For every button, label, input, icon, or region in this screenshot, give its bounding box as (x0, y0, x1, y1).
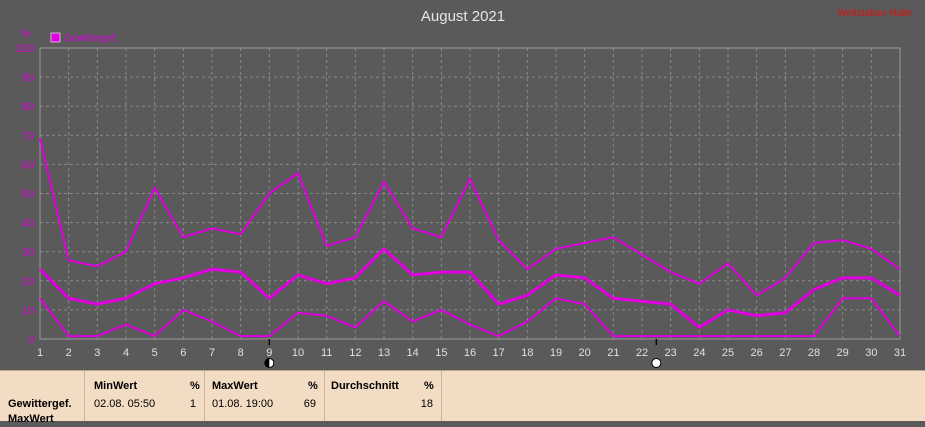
x-tick-label: 20 (579, 347, 591, 359)
max-value: 69 (303, 398, 316, 410)
avg-header: Durchschnitt (331, 380, 399, 392)
x-tick-label: 3 (94, 347, 100, 359)
y-unit-label: % (21, 28, 31, 40)
x-tick-label: 17 (493, 347, 505, 359)
avg-cell: Durchschnitt % 18 (325, 371, 442, 421)
x-tick-label: 4 (123, 347, 129, 359)
x-tick-label: 27 (779, 347, 791, 359)
y-tick-label: 10 (22, 305, 34, 317)
min-value: 1 (189, 398, 196, 410)
max-header: MaxWert (212, 380, 258, 392)
series-line-min (39, 297, 901, 338)
y-tick-label: 90 (22, 72, 34, 84)
y-tick-label: 80 (22, 101, 34, 113)
x-tick-label: 6 (180, 347, 186, 359)
y-tick-label: 100 (16, 43, 34, 55)
chart: August 2021 Weltstation Halle % Gewitter… (16, 8, 912, 368)
x-tick-label: 23 (665, 347, 677, 359)
series-line-avg (38, 246, 901, 330)
avg-unit: % (424, 380, 434, 392)
x-tick-label: 25 (722, 347, 734, 359)
x-tick-label: 9 (266, 347, 272, 359)
legend-swatch (50, 32, 61, 43)
row-label-cell: Gewittergef. MaxWert (0, 371, 85, 425)
min-unit: % (190, 380, 200, 392)
x-tick-label: 30 (865, 347, 877, 359)
min-header: MinWert (94, 380, 138, 392)
x-tick-label: 7 (209, 347, 215, 359)
y-tick-label: 70 (22, 130, 34, 142)
x-tick-label: 11 (321, 347, 332, 359)
moon-markers (264, 339, 662, 368)
x-tick-label: 31 (894, 347, 906, 359)
y-tick-label: 0 (28, 334, 34, 346)
x-tick-label: 19 (550, 347, 562, 359)
avg-value: 18 (420, 398, 433, 410)
series-lines (38, 137, 901, 338)
x-tick-label: 24 (693, 347, 705, 359)
max-date: 01.08. 19:00 (212, 398, 274, 410)
x-tick-label: 10 (292, 347, 304, 359)
chart-title: August 2021 (421, 8, 505, 25)
x-tick-label: 8 (238, 347, 244, 359)
series-line-max (39, 137, 901, 297)
row-label: Gewittergef. (8, 398, 72, 410)
statistics-table: Gewittergef. MaxWert MinWert % 02.08. 05… (0, 370, 925, 425)
x-tick-label: 12 (349, 347, 361, 359)
y-tick-label: 60 (22, 159, 34, 171)
max-unit: % (308, 380, 318, 392)
plot-frame (39, 47, 901, 340)
x-tick-label: 16 (464, 347, 476, 359)
legend-label: Gewittergef. (64, 33, 118, 44)
x-tick-label: 15 (435, 347, 447, 359)
full-moon-icon (651, 358, 662, 368)
y-axis: 0 10 20 30 40 50 60 70 80 90 100 (16, 43, 34, 346)
x-tick-label: 1 (37, 347, 43, 359)
x-tick-label: 28 (808, 347, 820, 359)
y-tick-label: 30 (22, 247, 34, 259)
x-tick-label: 13 (378, 347, 390, 359)
max-cell: MaxWert % 01.08. 19:00 69 (205, 371, 325, 421)
y-tick-label: 20 (22, 276, 34, 288)
x-tick-label: 21 (607, 347, 619, 359)
x-tick-label: 14 (407, 347, 419, 359)
x-tick-label: 26 (751, 347, 763, 359)
x-tick-label: 2 (66, 347, 72, 359)
x-tick-label: 22 (636, 347, 648, 359)
x-tick-label: 29 (837, 347, 849, 359)
grid (39, 47, 901, 340)
min-date: 02.08. 05:50 (94, 398, 156, 410)
watermark-text: Weltstation Halle (837, 8, 912, 19)
y-tick-label: 40 (22, 218, 34, 230)
y-tick-label: 50 (22, 189, 34, 201)
x-tick-label: 18 (521, 347, 533, 359)
half-moon-icon (264, 358, 275, 368)
x-axis: 1 2 3 4 5 6 7 8 9 10 11 12 13 14 15 16 17 18 19 20 21 22 23 24 2… (37, 347, 906, 359)
x-tick-label: 5 (152, 347, 158, 359)
min-cell: MinWert % 02.08. 05:50 1 (85, 371, 205, 421)
